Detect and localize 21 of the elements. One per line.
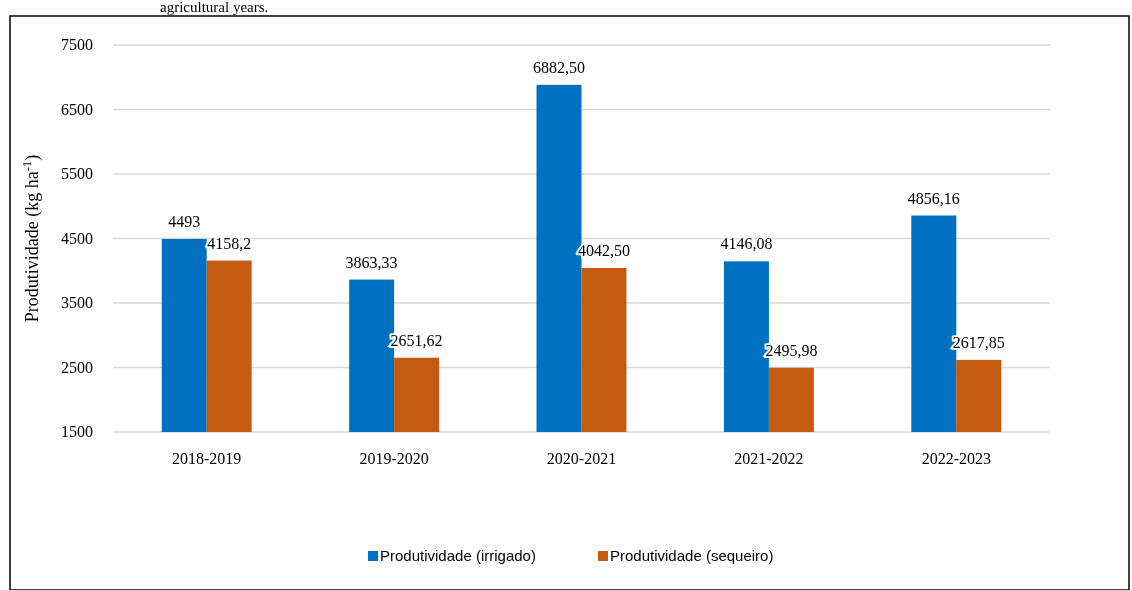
y-tick-label: 2500 xyxy=(61,358,93,376)
data-label: 4493 xyxy=(168,212,201,230)
x-tick-label: 2021-2022 xyxy=(734,450,804,467)
text: agricultural years. xyxy=(160,0,269,15)
y-tick-label: 4500 xyxy=(61,229,93,247)
data-label: 6882,50 xyxy=(533,58,586,76)
y-tick-label: 6500 xyxy=(61,100,93,118)
legend-label: Produtividade (irrigado) xyxy=(380,547,536,564)
data-label: 4856,16 xyxy=(907,189,960,207)
legend-label: Produtividade (sequeiro) xyxy=(610,547,774,564)
y-tick-label: 1500 xyxy=(61,423,93,440)
x-tick-label: 2019-2020 xyxy=(359,450,429,467)
y-tick-label: 5500 xyxy=(61,165,93,182)
x-tick-label: 2020-2021 xyxy=(546,450,617,467)
x-tick-label: 2018-2019 xyxy=(172,450,242,467)
y-tick-label: 3500 xyxy=(61,294,93,311)
data-label: 4158,2 xyxy=(207,234,252,252)
y-tick-label: 7500 xyxy=(61,36,93,53)
x-tick-label: 2022-2023 xyxy=(921,450,991,467)
data-label: 3863,33 xyxy=(345,253,398,271)
data-label: 4146,08 xyxy=(720,235,773,253)
